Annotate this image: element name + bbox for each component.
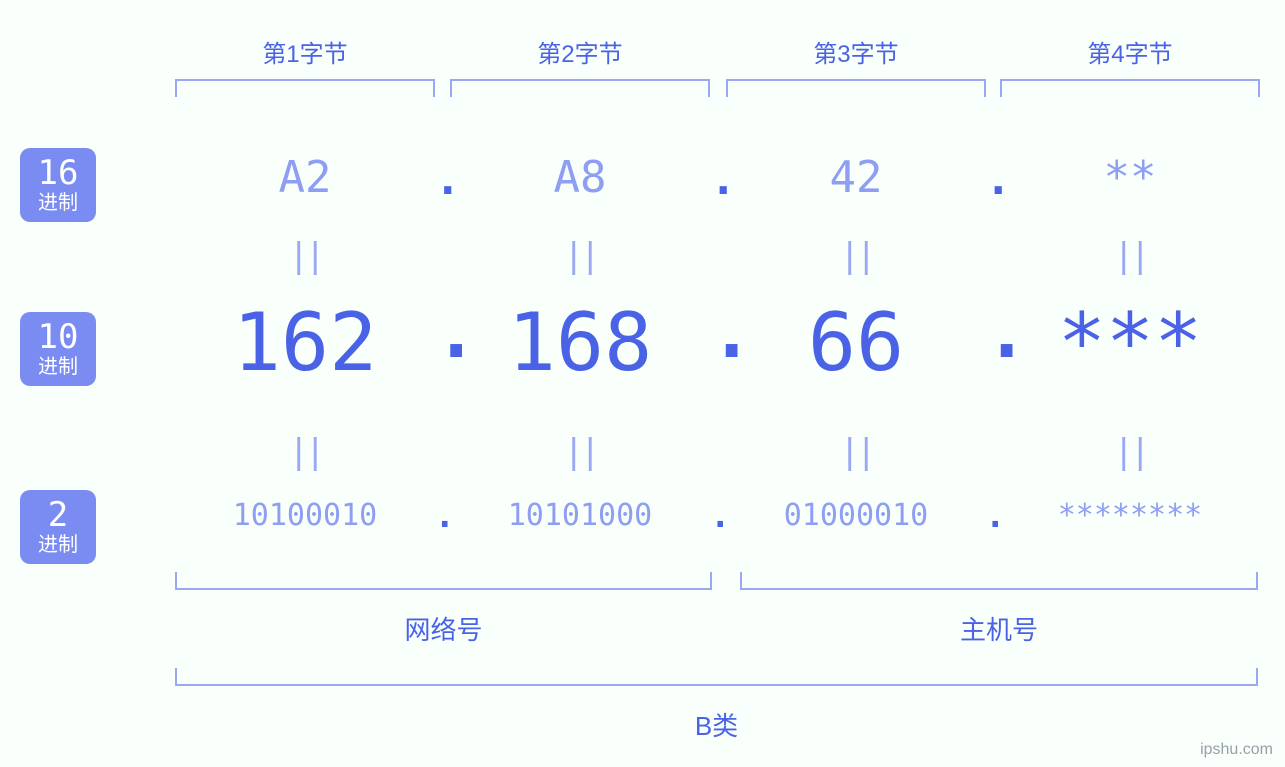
- byte-label-4: 第4字节: [1070, 34, 1190, 69]
- bin-byte-3: 01000010: [726, 498, 986, 533]
- label-class: B类: [677, 706, 757, 743]
- badge-bin-num: 2: [30, 498, 86, 532]
- byte-label-3: 第3字节: [796, 34, 916, 69]
- badge-dec: 10进制: [20, 312, 96, 386]
- dec-byte-2: 168: [450, 296, 710, 389]
- badge-hex-lbl: 进制: [30, 192, 86, 212]
- label-host: 主机号: [949, 610, 1049, 647]
- bracket-class: [175, 668, 1258, 686]
- equals-r0-c2: ||: [836, 236, 876, 276]
- bin-byte-1: 10100010: [175, 498, 435, 533]
- badge-dec-num: 10: [30, 320, 86, 354]
- dec-byte-1: 162: [175, 296, 435, 389]
- hex-byte-3: 42: [726, 152, 986, 203]
- badge-bin-lbl: 进制: [30, 534, 86, 554]
- bracket-host: [740, 572, 1258, 590]
- equals-r0-c3: ||: [1110, 236, 1150, 276]
- hex-byte-4: **: [1000, 152, 1260, 203]
- bracket-network: [175, 572, 712, 590]
- badge-hex-num: 16: [30, 156, 86, 190]
- dec-byte-4: ***: [1000, 296, 1260, 389]
- equals-r0-c1: ||: [560, 236, 600, 276]
- badge-dec-lbl: 进制: [30, 356, 86, 376]
- byte-label-1: 第1字节: [245, 34, 365, 69]
- byte-bracket-2: [450, 79, 710, 97]
- equals-r0-c0: ||: [285, 236, 325, 276]
- watermark: ipshu.com: [1200, 741, 1273, 759]
- equals-r1-c1: ||: [560, 432, 600, 472]
- byte-bracket-4: [1000, 79, 1260, 97]
- badge-hex: 16进制: [20, 148, 96, 222]
- badge-bin: 2进制: [20, 490, 96, 564]
- byte-bracket-1: [175, 79, 435, 97]
- label-network: 网络号: [394, 610, 494, 647]
- dec-byte-3: 66: [726, 296, 986, 389]
- bin-byte-2: 10101000: [450, 498, 710, 533]
- bin-byte-4: ********: [1000, 498, 1260, 533]
- byte-bracket-3: [726, 79, 986, 97]
- equals-r1-c2: ||: [836, 432, 876, 472]
- hex-byte-1: A2: [175, 152, 435, 203]
- hex-byte-2: A8: [450, 152, 710, 203]
- equals-r1-c0: ||: [285, 432, 325, 472]
- byte-label-2: 第2字节: [520, 34, 640, 69]
- equals-r1-c3: ||: [1110, 432, 1150, 472]
